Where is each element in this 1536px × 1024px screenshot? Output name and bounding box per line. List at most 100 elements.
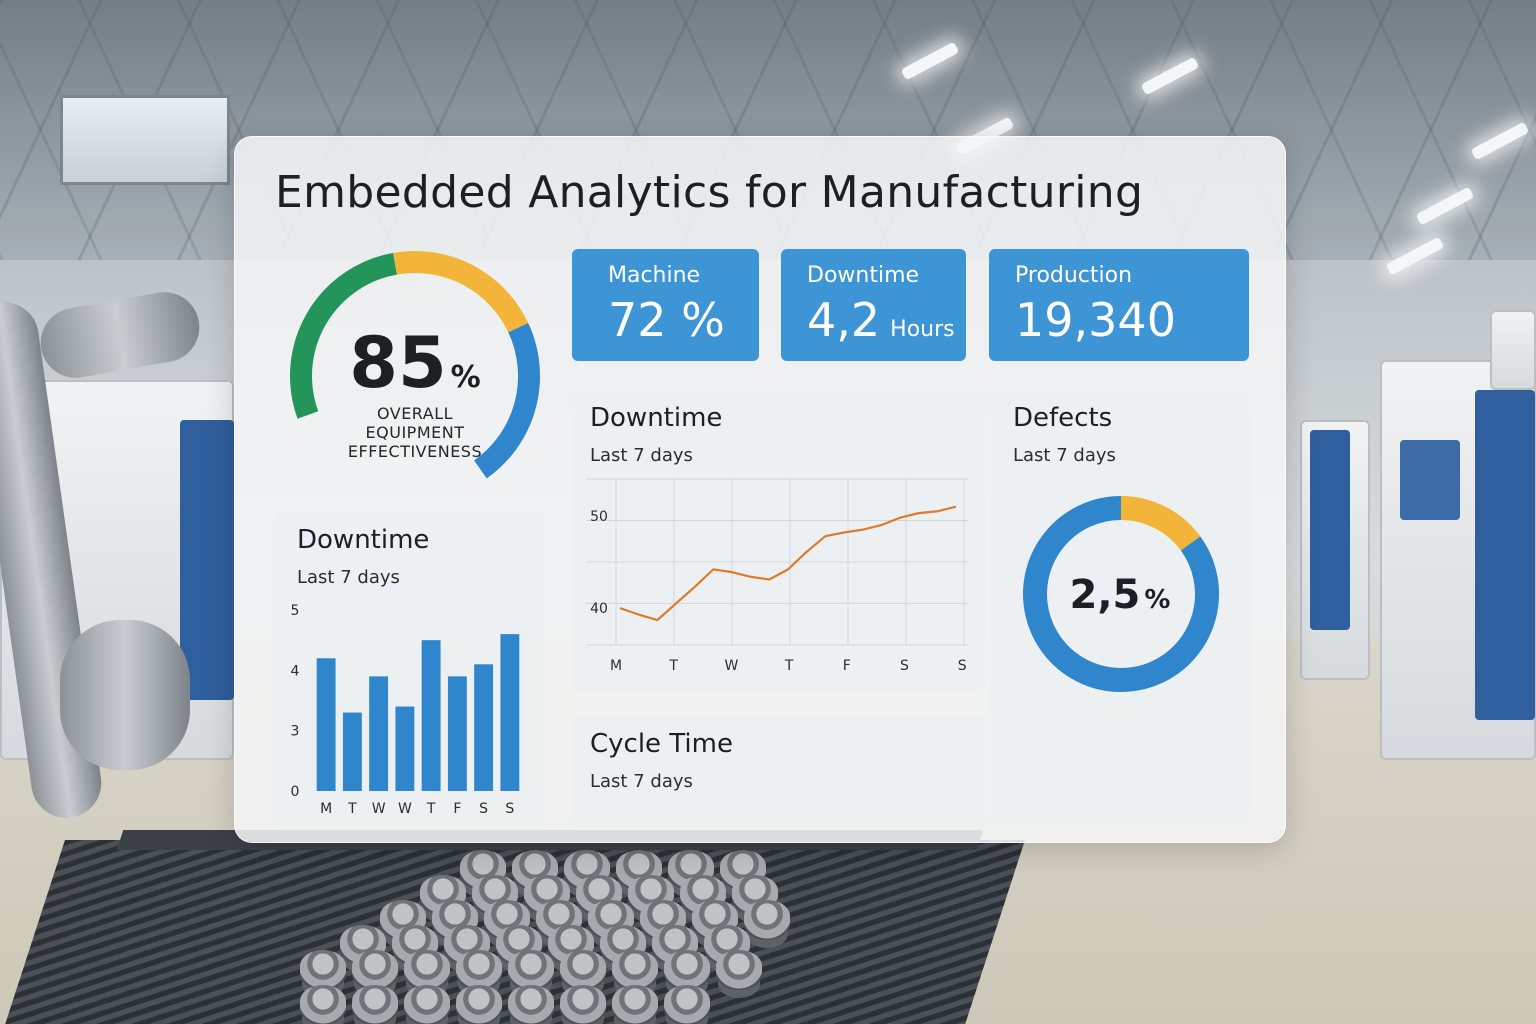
oee-label-line: EFFECTIVENESS xyxy=(347,442,483,461)
cnc-machine xyxy=(1300,420,1370,680)
oee-gauge: 85% OVERALL EQUIPMENT EFFECTIVENESS xyxy=(285,242,545,482)
x-tick-label: S xyxy=(479,801,488,817)
defects-value: 2,5% xyxy=(989,572,1251,618)
card-subtitle: Last 7 days xyxy=(590,445,693,466)
downtime-line-card[interactable]: Downtime Last 7 days 40 50 M T W T F S S xyxy=(572,389,986,691)
kpi-value: 4,2 Hours xyxy=(807,293,955,347)
kpi-number: 4,2 xyxy=(807,293,881,347)
metal-part xyxy=(352,985,398,1024)
cycle-time-card[interactable]: Cycle Time Last 7 days xyxy=(572,715,986,827)
x-tick-label: T xyxy=(668,658,678,674)
x-tick-label: M xyxy=(610,658,622,674)
kpi-value: 72 % xyxy=(608,293,725,347)
y-tick-label: 3 xyxy=(291,724,300,740)
oee-gauge-arc xyxy=(290,251,540,479)
x-tick-label: W xyxy=(724,658,738,674)
bar xyxy=(395,706,415,791)
gauge-segment xyxy=(393,251,529,333)
card-title: Downtime xyxy=(590,403,723,433)
bar xyxy=(421,640,441,791)
oee-number: 85 xyxy=(349,322,447,404)
x-tick-label: W xyxy=(398,801,412,817)
robot-base xyxy=(60,620,190,770)
card-title: Cycle Time xyxy=(590,729,733,759)
metal-part xyxy=(560,950,606,990)
x-tick-label: S xyxy=(900,658,909,674)
bar xyxy=(316,658,336,791)
x-tick-label: M xyxy=(320,801,332,817)
metal-part xyxy=(664,985,710,1024)
factory-window xyxy=(60,95,230,185)
kpi-downtime-tile[interactable]: Downtime 4,2 Hours xyxy=(781,249,966,361)
defects-donut-chart xyxy=(1023,496,1219,692)
donut-slice xyxy=(1023,496,1219,692)
donut-slice xyxy=(1120,496,1201,551)
metal-part xyxy=(352,950,398,990)
defects-card[interactable]: Defects Last 7 days 2,5% xyxy=(989,389,1251,826)
metal-part xyxy=(508,950,554,990)
card-title: Defects xyxy=(1013,403,1113,433)
metal-part xyxy=(560,985,606,1024)
metal-part xyxy=(404,985,450,1024)
y-tick-label: 40 xyxy=(590,601,608,617)
robot-arm-joint xyxy=(35,286,205,384)
gauge-segment xyxy=(473,322,540,479)
bar xyxy=(474,664,494,791)
kpi-machine-tile[interactable]: Machine 72 % xyxy=(572,249,759,361)
x-tick-label: F xyxy=(843,658,851,674)
metal-part xyxy=(300,985,346,1024)
kpi-label: Downtime xyxy=(807,263,920,288)
metal-part xyxy=(612,950,658,990)
y-tick-label: 5 xyxy=(291,603,300,619)
kpi-label: Machine xyxy=(608,263,701,288)
oee-label-line: OVERALL xyxy=(376,404,454,423)
x-tick-label: T xyxy=(784,658,794,674)
card-subtitle: Last 7 days xyxy=(297,567,400,588)
x-tick-label: W xyxy=(372,801,386,817)
dashboard-title: Embedded Analytics for Manufacturing xyxy=(275,167,1144,218)
cnc-machine xyxy=(1380,360,1536,760)
bar xyxy=(447,676,467,791)
x-tick-label: S xyxy=(958,658,967,674)
card-subtitle: Last 7 days xyxy=(1013,445,1116,466)
bar xyxy=(342,712,362,791)
y-tick-label: 50 xyxy=(590,509,608,525)
oee-label-line: EQUIPMENT xyxy=(365,423,465,442)
metal-part xyxy=(664,950,710,990)
kpi-production-tile[interactable]: Production 19,340 xyxy=(989,249,1249,361)
downtime-series-line xyxy=(619,505,957,622)
oee-value: 85% xyxy=(285,322,545,404)
y-tick-label: 4 xyxy=(291,663,300,679)
kpi-number: 19,340 xyxy=(1015,293,1176,347)
kpi-value: 19,340 xyxy=(1015,293,1176,347)
downtime-line-chart: 40 50 M T W T F S S xyxy=(586,478,968,674)
kpi-unit: Hours xyxy=(890,317,955,342)
metal-part xyxy=(456,985,502,1024)
metal-part xyxy=(716,950,762,990)
gauge-segment xyxy=(290,252,398,419)
metal-part xyxy=(300,950,346,990)
analytics-dashboard: Embedded Analytics for Manufacturing 85%… xyxy=(234,136,1286,843)
oee-label: OVERALL EQUIPMENT EFFECTIVENESS xyxy=(315,404,515,461)
x-tick-label: S xyxy=(505,801,514,817)
metal-part xyxy=(612,985,658,1024)
bar xyxy=(369,676,389,791)
card-subtitle: Last 7 days xyxy=(590,771,693,792)
kpi-label: Production xyxy=(1015,263,1133,288)
x-tick-label: T xyxy=(347,801,357,817)
oee-unit: % xyxy=(450,360,481,395)
cnc-machine-top xyxy=(1490,310,1536,390)
x-tick-label: F xyxy=(453,801,461,817)
y-tick-label: 0 xyxy=(291,784,300,800)
kpi-number: 72 % xyxy=(608,293,725,347)
defects-unit: % xyxy=(1144,585,1171,615)
card-title: Downtime xyxy=(297,525,430,555)
metal-part xyxy=(456,950,502,990)
metal-part xyxy=(508,985,554,1024)
x-tick-label: T xyxy=(426,801,436,817)
defects-number: 2,5 xyxy=(1069,572,1141,618)
bar xyxy=(500,634,520,791)
metal-part xyxy=(744,900,790,940)
